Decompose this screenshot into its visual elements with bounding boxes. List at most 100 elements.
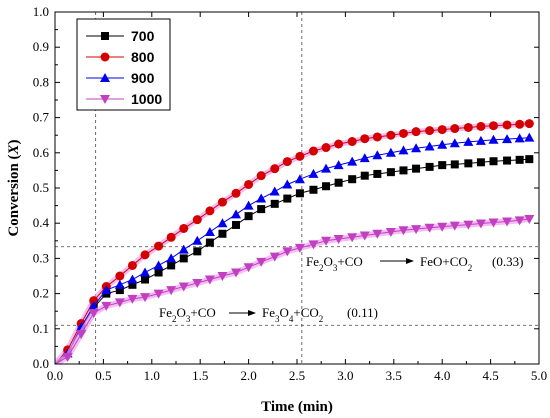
data-point [178, 282, 189, 292]
legend-marker [101, 32, 109, 40]
data-point [179, 223, 189, 233]
data-point [256, 257, 267, 267]
data-point [192, 235, 203, 245]
data-point [232, 220, 241, 229]
data-point [153, 289, 164, 299]
data-point [269, 252, 280, 262]
data-point [231, 209, 242, 219]
x-tick-label: 0.0 [47, 368, 63, 383]
data-point [475, 135, 486, 145]
y-tick-label: 0.7 [33, 110, 50, 125]
data-point [360, 171, 369, 180]
data-point [373, 169, 382, 178]
data-point [437, 222, 448, 232]
data-point [218, 229, 227, 238]
annotation-reaction-low: Fe2O3+CO Fe3O4+CO2 (0.11) [159, 305, 378, 324]
data-point [525, 155, 534, 164]
x-tick-label: 0.5 [95, 368, 111, 383]
data-point [425, 162, 434, 171]
data-point [359, 231, 370, 241]
data-point [141, 275, 150, 284]
data-point [154, 268, 163, 277]
data-point [269, 186, 280, 196]
series-halo [55, 216, 530, 364]
data-point [270, 164, 280, 174]
data-point [476, 158, 485, 167]
data-point [386, 130, 396, 140]
data-point [167, 261, 176, 270]
data-point [524, 132, 535, 142]
data-point [437, 139, 448, 149]
data-point [411, 225, 422, 235]
data-point [244, 212, 253, 221]
series-900 [55, 132, 535, 364]
series-layer [55, 119, 535, 364]
data-point [231, 268, 242, 278]
data-point [438, 161, 447, 170]
axis-ticks: 0.0 0.5 1.0 1.5 2.0 2.5 3.0 3.5 4.0 4.5 5.0 0.0 0.1 0… [33, 4, 547, 383]
legend-entry-1000: 1000 [86, 91, 162, 107]
data-point [179, 254, 188, 263]
legend-entry-700: 700 [86, 28, 155, 44]
data-point [386, 168, 395, 177]
data-point [322, 182, 331, 191]
data-point [76, 330, 87, 340]
data-point [244, 179, 254, 189]
data-point [153, 260, 164, 270]
data-point [166, 253, 177, 263]
data-point [348, 175, 357, 184]
annotation-reaction-high: Fe2O3+CO FeO+CO2 (0.33) [306, 254, 523, 273]
data-point [385, 147, 396, 157]
data-point [463, 122, 473, 132]
data-point [115, 271, 125, 281]
x-tick-label: 3.0 [337, 368, 353, 383]
data-point [372, 229, 383, 239]
data-point [524, 119, 534, 129]
data-point [450, 160, 459, 169]
data-point [476, 121, 486, 131]
data-point [256, 171, 266, 181]
legend: 700 800 900 1000 [76, 18, 171, 111]
data-point [128, 280, 137, 289]
legend-box [76, 18, 171, 111]
data-point [411, 143, 422, 153]
y-axis-label: Conversion (X) [6, 139, 22, 236]
data-point [398, 128, 408, 138]
svg-text:Fe3O4+CO2: Fe3O4+CO2 [262, 305, 323, 324]
series-700 [55, 155, 534, 364]
data-point [464, 159, 473, 168]
svg-text:FeO+CO2: FeO+CO2 [420, 254, 472, 273]
y-tick-label: 0.2 [33, 286, 49, 301]
x-axis-label: Time (min) [261, 399, 333, 415]
data-point [411, 127, 421, 137]
data-point [450, 124, 460, 134]
svg-text:Fe2O3+CO: Fe2O3+CO [159, 305, 216, 324]
data-point [347, 233, 358, 243]
data-point [295, 189, 304, 198]
x-tick-label: 1.5 [192, 368, 208, 383]
series-800 [55, 119, 534, 364]
data-point [204, 227, 215, 236]
y-tick-label: 0.0 [33, 356, 49, 371]
series-1000 [55, 214, 535, 364]
data-point [372, 132, 382, 142]
legend-entry-800: 800 [86, 49, 155, 65]
x-tick-label: 4.5 [482, 368, 498, 383]
data-point [140, 250, 150, 260]
data-point [514, 216, 525, 226]
data-point [217, 218, 228, 228]
x-tick-label: 1.0 [144, 368, 160, 383]
legend-marker [100, 95, 110, 104]
data-point [514, 133, 525, 143]
data-point [294, 243, 305, 253]
data-point [205, 238, 214, 247]
data-point [204, 275, 215, 285]
y-tick-label: 0.4 [33, 215, 50, 230]
legend-marker [100, 52, 110, 62]
data-point [524, 214, 535, 224]
data-point [101, 301, 112, 311]
data-point [127, 294, 138, 304]
svg-text:Fe2O3+CO: Fe2O3+CO [306, 254, 363, 273]
y-tick-label: 0.9 [33, 39, 49, 54]
